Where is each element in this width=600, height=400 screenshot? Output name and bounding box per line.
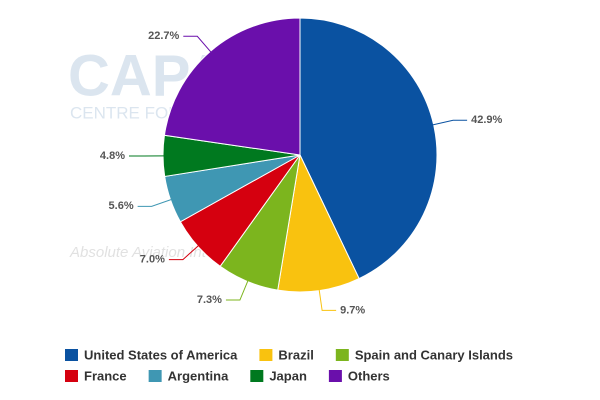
pie xyxy=(162,17,438,293)
legend-swatch xyxy=(65,349,78,361)
leader-line xyxy=(318,288,337,311)
legend-swatch xyxy=(335,349,349,361)
data-label: 5.6% xyxy=(109,200,134,212)
legend-label: Spain and Canary Islands xyxy=(355,347,513,362)
leader-line xyxy=(137,198,173,207)
legend-swatch xyxy=(148,370,162,382)
leader-line xyxy=(168,244,200,261)
data-labels: 42.9% 9.7% 7.3% 7.0% 5.6% 4.8% 22.7% xyxy=(100,30,503,316)
data-label: 22.7% xyxy=(148,30,179,42)
data-label: 7.0% xyxy=(140,253,165,265)
legend-label: France xyxy=(84,368,127,383)
legend-label: Brazil xyxy=(278,347,313,362)
legend-swatch xyxy=(250,370,264,382)
leader-line xyxy=(183,35,213,54)
data-label: 7.3% xyxy=(197,294,222,306)
legend-label: United States of America xyxy=(84,347,238,362)
legend-item: Others xyxy=(328,368,390,383)
legend-label: Japan xyxy=(269,368,307,383)
data-label: 42.9% xyxy=(471,114,502,126)
legend-item: Japan xyxy=(250,368,307,383)
data-label: 9.7% xyxy=(340,304,365,316)
legend: United States of America Brazil Spain and … xyxy=(65,347,513,383)
pie-slice xyxy=(163,17,301,156)
legend-label: Argentina xyxy=(168,368,229,383)
legend-item: United States of America xyxy=(65,347,238,362)
leader-line xyxy=(225,279,249,301)
legend-swatch xyxy=(259,349,273,361)
leader-line xyxy=(431,119,468,126)
legend-swatch xyxy=(328,370,342,382)
legend-swatch xyxy=(65,370,78,382)
legend-item: Argentina xyxy=(148,368,229,383)
legend-item: France xyxy=(65,368,127,383)
legend-label: Others xyxy=(348,368,390,383)
legend-item: Brazil xyxy=(259,347,314,362)
legend-item: Spain and Canary Islands xyxy=(335,347,513,362)
data-label: 4.8% xyxy=(100,150,125,162)
